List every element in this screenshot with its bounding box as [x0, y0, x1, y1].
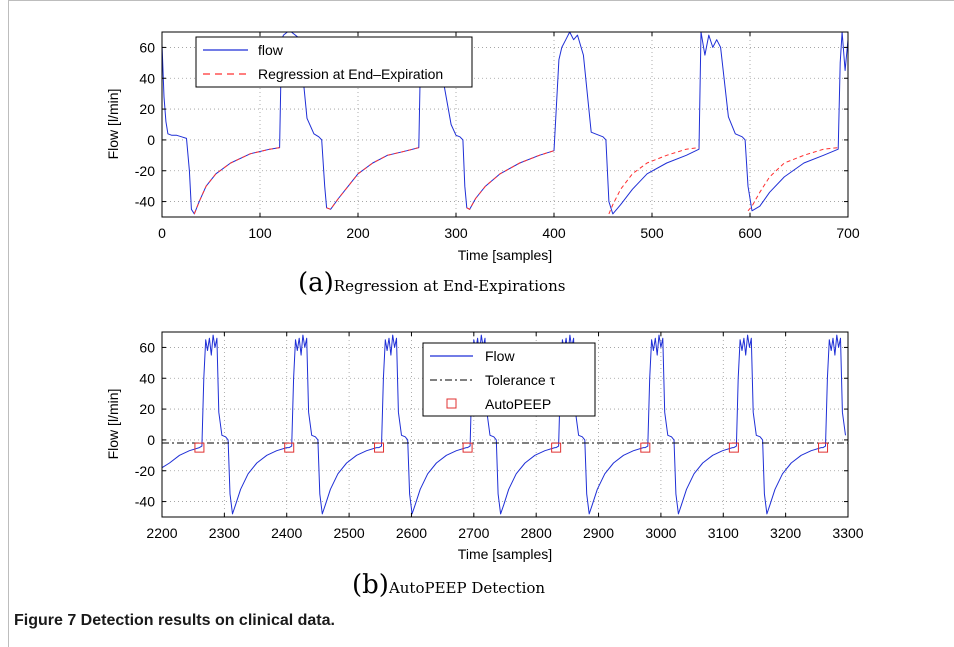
b-xtick-label-7: 2900	[583, 525, 614, 541]
b-xtick-label-6: 2800	[521, 525, 552, 541]
b-xtick-label-10: 3200	[770, 525, 801, 541]
figure-frame-left	[8, 0, 9, 647]
chart-b-autopeep-marker-5	[640, 442, 651, 453]
figure-caption: Figure 7 Detection results on clinical d…	[14, 612, 335, 629]
chart-b-legend-flow-label: Flow	[485, 348, 515, 364]
b-xtick-label-2: 2400	[271, 525, 302, 541]
chart-a-legend: flow Regression at End–Expiration	[195, 36, 473, 88]
subcaption-b-letter: (b)	[352, 570, 389, 600]
a-ytick-label-1: -20	[135, 163, 155, 179]
a-xtick-label-1: 100	[248, 225, 272, 241]
b-ytick-label-1: -20	[135, 463, 155, 479]
subcaption-a-letter: (a)	[298, 268, 334, 298]
chart-b: 2200 2300 2400 2500 2600 2700 2800 2900 3000 3100…	[105, 331, 864, 600]
chart-b-autopeep-marker-0	[194, 442, 205, 453]
a-xtick-label-2: 200	[346, 225, 370, 241]
subcaption-a: (a)Regression at End-Expirations	[298, 268, 565, 298]
chart-a-plot-border	[161, 31, 849, 218]
chart-a-regression-line-4	[747, 147, 839, 212]
b-xtick-label-5: 2700	[458, 525, 489, 541]
chart-b-xlabel: Time [samples]	[458, 546, 552, 562]
b-ytick-label-4: 40	[139, 370, 155, 386]
figure-frame-top	[8, 0, 954, 1]
chart-a-legend-flow-label: flow	[258, 42, 284, 58]
b-xtick-label-0: 2200	[146, 525, 177, 541]
chart-a-regression-line-0	[193, 147, 280, 215]
a-xtick-label-7: 700	[836, 225, 860, 241]
a-ytick-label-5: 60	[139, 39, 155, 55]
b-xtick-label-1: 2300	[209, 525, 240, 541]
chart-b-autopeep-marker-4	[551, 442, 562, 453]
a-ytick-label-4: 40	[139, 70, 155, 86]
subcaption-b: (b)AutoPEEP Detection	[352, 570, 545, 600]
b-ytick-label-5: 60	[139, 339, 155, 355]
chart-b-grid	[162, 332, 848, 517]
chart-b-legend-autopeep-swatch	[446, 398, 457, 409]
chart-b-autopeep-marker-3	[462, 442, 473, 453]
chart-a-legend-regression-label: Regression at End–Expiration	[258, 66, 443, 82]
chart-a-legend-box	[195, 36, 473, 88]
chart-a-regression-line-1	[326, 147, 419, 210]
b-xtick-label-8: 3000	[645, 525, 676, 541]
b-ytick-label-2: 0	[147, 432, 155, 448]
a-xtick-label-5: 500	[640, 225, 664, 241]
chart-b-flow-line	[161, 334, 846, 515]
chart-b-ticks: 2200 2300 2400 2500 2600 2700 2800 2900 3000 3100…	[135, 332, 864, 541]
chart-a-ticks: 0 100 200 300 400 500 600 700 -40 -20 0 20 40 60	[135, 32, 860, 241]
chart-b-autopeep-marker-6	[728, 442, 739, 453]
a-xtick-label-4: 400	[542, 225, 566, 241]
chart-a: 0 100 200 300 400 500 600 700 -40 -20 0 20 40 60 Time…	[105, 31, 860, 298]
subcaption-b-text: AutoPEEP Detection	[388, 579, 545, 597]
b-xtick-label-3: 2500	[334, 525, 365, 541]
b-xtick-label-11: 3300	[832, 525, 863, 541]
chart-a-series	[161, 31, 849, 215]
a-ytick-label-0: -40	[135, 194, 155, 210]
a-xtick-label-6: 600	[738, 225, 762, 241]
b-xtick-label-9: 3100	[708, 525, 739, 541]
chart-b-ylabel: Flow [l/min]	[105, 389, 121, 460]
chart-b-autopeep-marker-7	[818, 442, 829, 453]
chart-a-ylabel: Flow [l/min]	[105, 89, 121, 160]
a-ytick-label-2: 0	[147, 132, 155, 148]
b-ytick-label-3: 20	[139, 401, 155, 417]
a-ytick-label-3: 20	[139, 101, 155, 117]
a-xtick-label-0: 0	[158, 225, 166, 241]
chart-a-grid	[162, 32, 848, 217]
chart-b-legend: Flow Tolerance τ AutoPEEP	[422, 342, 596, 417]
chart-b-autopeep-marker-1	[284, 442, 295, 453]
b-ytick-label-0: -40	[135, 494, 155, 510]
chart-b-legend-tolerance-label: Tolerance τ	[485, 372, 556, 388]
a-xtick-label-3: 300	[444, 225, 468, 241]
chart-b-autopeep-marker-2	[374, 442, 385, 453]
b-xtick-label-4: 2600	[396, 525, 427, 541]
chart-b-legend-autopeep-label: AutoPEEP	[485, 396, 551, 412]
subcaption-a-text: Regression at End-Expirations	[334, 277, 566, 295]
chart-a-xlabel: Time [samples]	[458, 247, 552, 263]
chart-b-series	[161, 334, 848, 515]
chart-b-plot-border	[161, 331, 849, 518]
